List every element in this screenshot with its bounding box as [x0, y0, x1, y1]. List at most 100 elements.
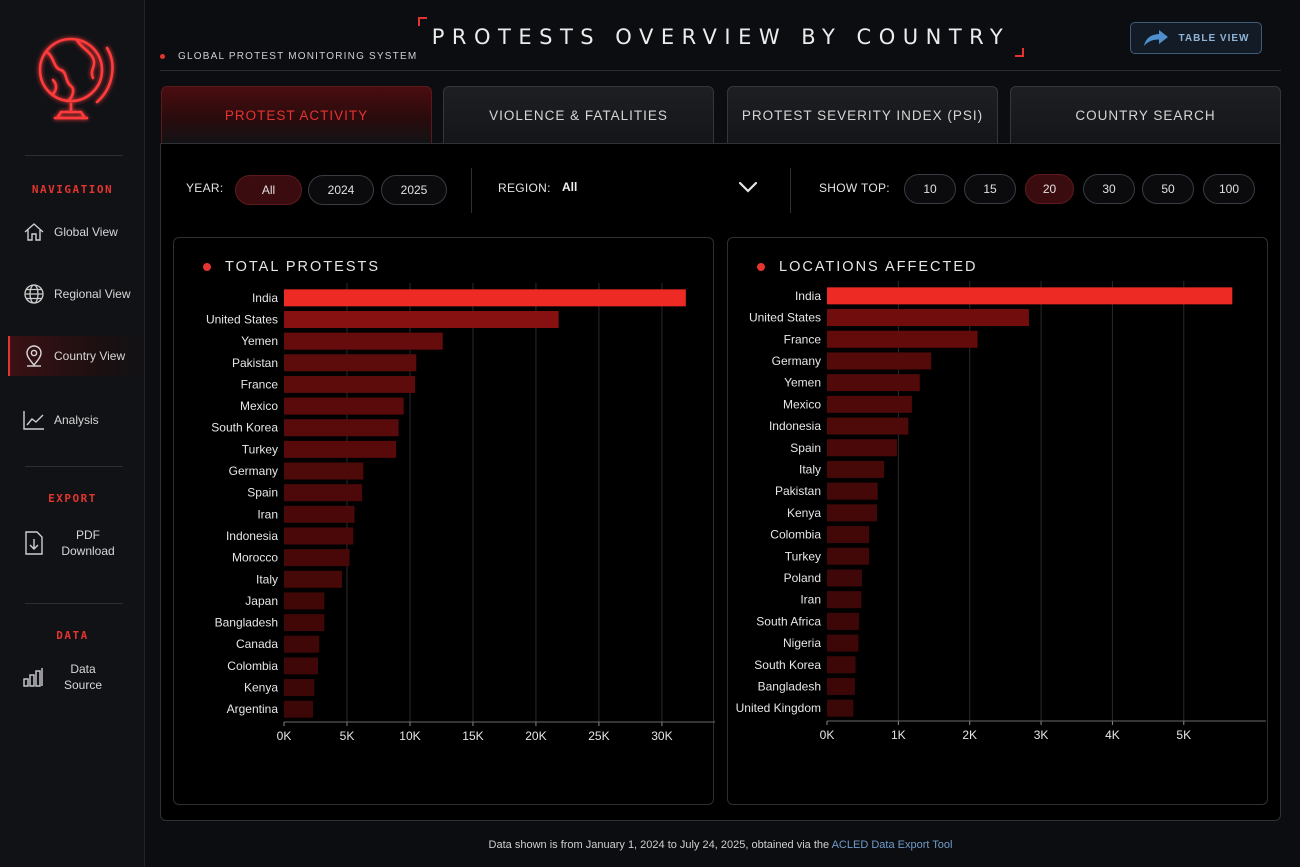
tab-protest-severity-index[interactable]: PROTEST SEVERITY INDEX (PSI): [727, 86, 998, 144]
category-label: Spain: [790, 441, 821, 455]
bar-turkey[interactable]: [827, 547, 870, 565]
category-label: Poland: [784, 571, 821, 585]
bar-south-korea[interactable]: [827, 656, 856, 674]
bar-germany[interactable]: [827, 352, 932, 370]
year-option-2024[interactable]: 2024: [308, 175, 374, 205]
category-label: Indonesia: [769, 419, 821, 433]
x-tick-label: 5K: [340, 729, 355, 743]
filter-separator: [790, 168, 791, 213]
share-arrow-icon: [1143, 29, 1169, 47]
header-divider: [160, 70, 1281, 71]
footer-note: Data shown is from January 1, 2024 to Ju…: [160, 839, 1281, 851]
bar-germany[interactable]: [284, 462, 364, 480]
bar-colombia[interactable]: [284, 657, 319, 675]
bar-france[interactable]: [827, 330, 978, 348]
page-title: PROTESTS OVERVIEW BY COUNTRY: [431, 25, 1011, 49]
category-label: South Korea: [211, 421, 278, 435]
show-top-option-30[interactable]: 30: [1083, 174, 1135, 204]
home-icon: [22, 220, 46, 244]
x-tick-label: 25K: [588, 729, 609, 743]
tab-violence-fatalities[interactable]: VIOLENCE & FATALITIES: [443, 86, 714, 144]
show-top-option-20[interactable]: 20: [1025, 174, 1074, 204]
bar-japan[interactable]: [284, 592, 325, 610]
chart-title-text: TOTAL PROTESTS: [225, 259, 381, 275]
sidebar-item-analysis[interactable]: Analysis: [8, 400, 145, 440]
category-label: France: [784, 332, 822, 346]
title-dot-icon: [757, 263, 765, 271]
chevron-down-icon[interactable]: [738, 181, 758, 193]
show-top-option-10[interactable]: 10: [904, 174, 956, 204]
sidebar-item-global-view[interactable]: Global View: [8, 212, 145, 252]
show-top-label: SHOW TOP:: [819, 181, 890, 195]
bar-yemen[interactable]: [827, 374, 920, 392]
bar-colombia[interactable]: [827, 526, 870, 544]
bar-bangladesh[interactable]: [827, 677, 855, 695]
bar-south-africa[interactable]: [827, 612, 860, 630]
bar-nigeria[interactable]: [827, 634, 859, 652]
acled-link[interactable]: ACLED Data Export Tool: [831, 839, 953, 851]
bar-united-states[interactable]: [284, 310, 559, 328]
category-label: Germany: [229, 464, 278, 478]
region-dropdown[interactable]: [555, 172, 765, 202]
bar-kenya[interactable]: [827, 504, 877, 522]
bar-italy[interactable]: [284, 570, 342, 588]
sidebar-item-regional-view[interactable]: Regional View: [8, 274, 145, 314]
category-label: Turkey: [242, 442, 278, 456]
sidebar-divider: [25, 155, 123, 156]
category-label: Canada: [236, 637, 278, 651]
table-view-button[interactable]: TABLE VIEW: [1130, 22, 1262, 54]
bar-south-korea[interactable]: [284, 419, 399, 437]
show-top-option-15[interactable]: 15: [964, 174, 1016, 204]
bar-morocco[interactable]: [284, 549, 350, 567]
bar-poland[interactable]: [827, 569, 862, 587]
bar-india[interactable]: [827, 287, 1233, 305]
tab-protest-activity[interactable]: PROTEST ACTIVITY: [161, 86, 432, 144]
locations-affected-title: LOCATIONS AFFECTED: [757, 259, 977, 275]
locations-affected-card: LOCATIONS AFFECTED 0K 1K 2K 3K 4K 5K India Unit…: [727, 237, 1268, 805]
status-dot-icon: [160, 54, 165, 59]
bar-indonesia[interactable]: [284, 527, 354, 545]
bar-bangladesh[interactable]: [284, 614, 325, 632]
category-label: Japan: [245, 594, 278, 608]
bar-yemen[interactable]: [284, 332, 443, 350]
sidebar-item-data-source[interactable]: Data Source: [8, 655, 145, 699]
bar-united-kingdom[interactable]: [827, 699, 854, 717]
bar-argentina[interactable]: [284, 700, 313, 718]
bar-indonesia[interactable]: [827, 417, 909, 435]
bar-spain[interactable]: [827, 439, 897, 457]
category-label: Italy: [256, 572, 278, 586]
bar-turkey[interactable]: [284, 440, 397, 458]
sidebar-item-label: Analysis: [54, 413, 99, 427]
year-option-2025[interactable]: 2025: [381, 175, 447, 205]
nav-heading-data: DATA: [56, 629, 89, 642]
bar-iran[interactable]: [284, 505, 355, 523]
year-option-all[interactable]: All: [235, 175, 302, 205]
bar-kenya[interactable]: [284, 679, 315, 697]
bar-italy[interactable]: [827, 460, 885, 478]
locations-affected-chart: 0K 1K 2K 3K 4K 5K India United States France Germ…: [736, 281, 1266, 742]
tab-country-search[interactable]: COUNTRY SEARCH: [1010, 86, 1281, 144]
bar-pakistan[interactable]: [284, 354, 417, 372]
bar-canada[interactable]: [284, 635, 320, 653]
category-label: Colombia: [227, 659, 278, 673]
bar-france[interactable]: [284, 375, 416, 393]
category-label: United Kingdom: [736, 701, 821, 715]
sidebar-item-label: PDF Download: [61, 528, 115, 558]
bar-mexico[interactable]: [284, 397, 404, 415]
bar-spain[interactable]: [284, 484, 363, 502]
bar-india[interactable]: [284, 289, 686, 307]
show-top-option-50[interactable]: 50: [1142, 174, 1194, 204]
category-label: Argentina: [227, 702, 279, 716]
category-label: Iran: [800, 593, 821, 607]
bar-pakistan[interactable]: [827, 482, 878, 500]
x-tick-label: 4K: [1105, 728, 1120, 742]
category-label: South Korea: [754, 658, 821, 672]
bar-mexico[interactable]: [827, 395, 912, 413]
sidebar-item-pdf-download[interactable]: PDF Download: [8, 521, 145, 565]
category-label: Iran: [257, 507, 278, 521]
sidebar-item-country-view[interactable]: Country View: [8, 336, 145, 376]
x-tick-label: 30K: [651, 729, 672, 743]
bar-united-states[interactable]: [827, 309, 1029, 327]
show-top-option-100[interactable]: 100: [1203, 174, 1255, 204]
bar-iran[interactable]: [827, 591, 862, 609]
